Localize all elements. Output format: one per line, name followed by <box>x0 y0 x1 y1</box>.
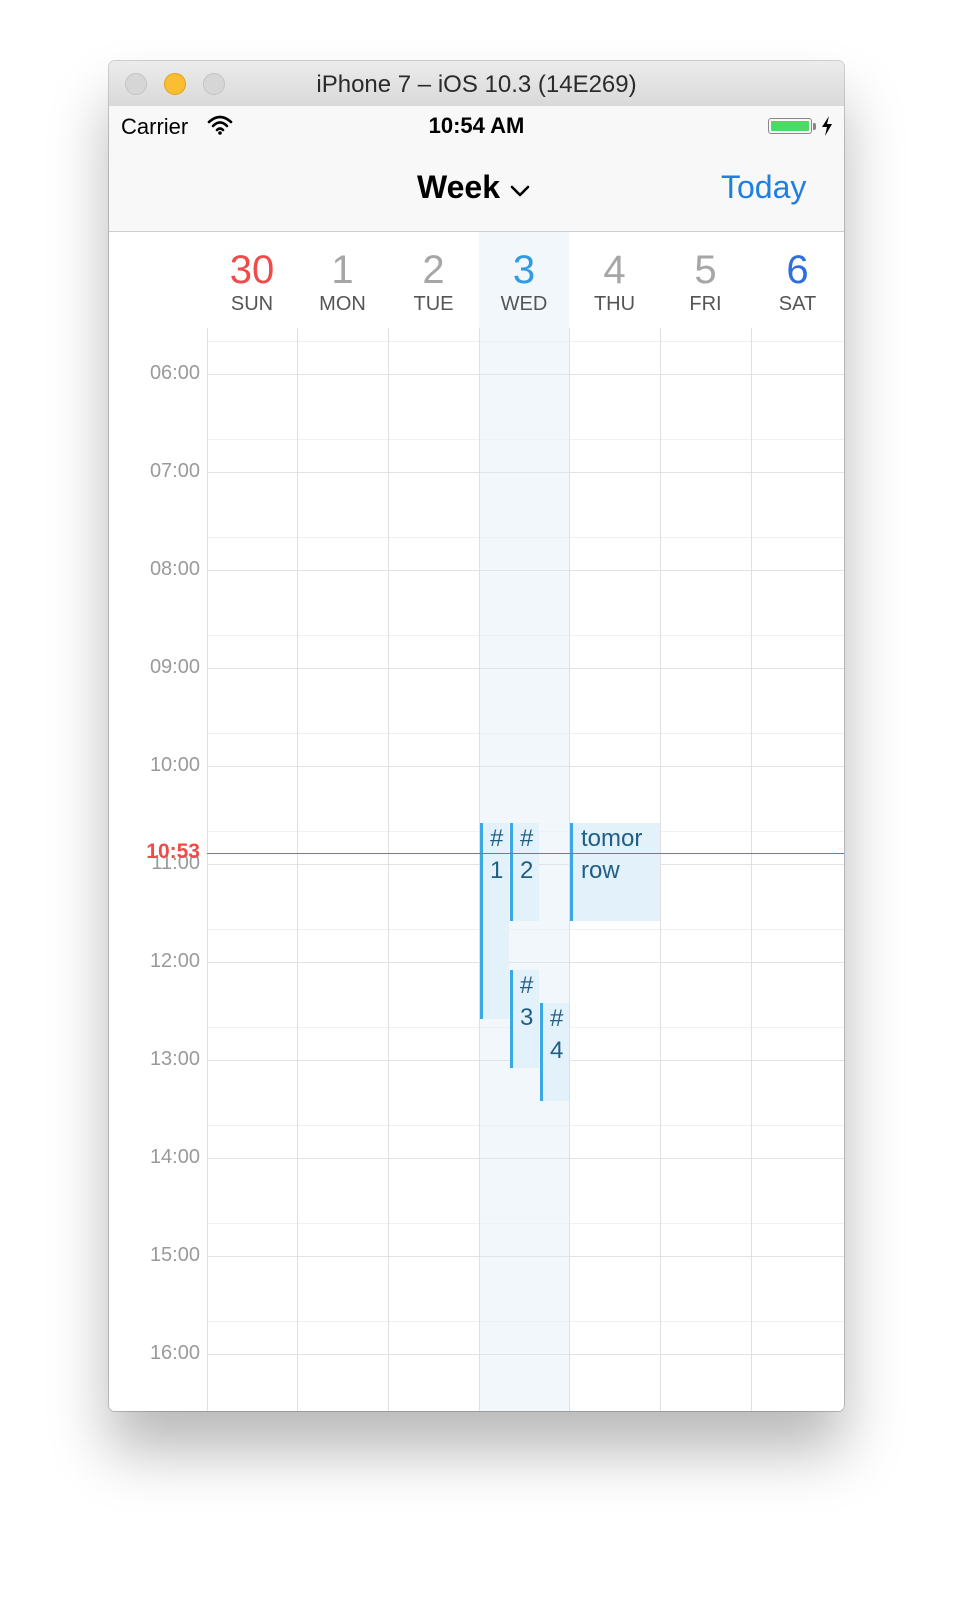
hour-label: 06:00 <box>149 362 200 384</box>
day-header-fri[interactable]: 5 FRI <box>660 232 751 328</box>
battery-tip <box>813 123 816 130</box>
day-number: 3 <box>512 248 536 292</box>
day-header-sat[interactable]: 6 SAT <box>751 232 844 328</box>
hour-gridline <box>207 570 844 571</box>
day-column-divider <box>660 328 661 1411</box>
hour-gridline <box>207 1158 844 1159</box>
weekday-label: SAT <box>778 293 817 315</box>
hour-gridline <box>207 668 844 669</box>
carrier-label: Carrier <box>121 114 189 139</box>
calendar-event[interactable]: tomor row <box>570 823 660 922</box>
view-mode-selector[interactable]: Week <box>417 169 530 206</box>
zoom-window-button[interactable] <box>203 73 225 95</box>
minor-gridline <box>207 537 844 539</box>
calendar-event[interactable]: # 3 <box>510 970 539 1069</box>
event-title: # 1 <box>490 825 504 885</box>
hour-label: 14:00 <box>149 1146 200 1168</box>
day-header-thu[interactable]: 4 THU <box>569 232 660 328</box>
hour-label: 08:00 <box>149 558 200 580</box>
day-header-wed[interactable]: 3 WED <box>479 232 569 328</box>
day-header-sun[interactable]: 30 SUN <box>207 232 297 328</box>
hour-gridline <box>207 962 844 963</box>
weekday-label: MON <box>319 293 366 315</box>
window-titlebar: iPhone 7 – iOS 10.3 (14E269) <box>109 61 844 107</box>
day-column-divider <box>479 328 480 1411</box>
current-time-line <box>207 852 844 854</box>
battery-icon <box>768 118 812 134</box>
day-number: 6 <box>786 248 809 292</box>
minor-gridline <box>207 341 844 343</box>
day-column-divider <box>569 328 570 1411</box>
window-title: iPhone 7 – iOS 10.3 (14E269) <box>316 71 637 98</box>
chevron-down-icon <box>510 169 530 206</box>
minor-gridline <box>207 1321 844 1323</box>
weekday-label: WED <box>500 293 548 315</box>
event-title: tomor row <box>581 825 643 885</box>
day-number: 2 <box>422 248 445 292</box>
minor-gridline <box>207 929 844 931</box>
day-column-divider <box>388 328 389 1411</box>
status-time: 10:54 AM <box>428 113 525 138</box>
week-time-grid[interactable]: 06:00 07:00 08:00 09:00 10:00 11:00 12:00 13:00… <box>109 328 844 1411</box>
hour-label: 13:00 <box>149 1048 200 1070</box>
day-number: 5 <box>694 248 717 292</box>
hour-gridline <box>207 1256 844 1257</box>
weekday-label: SUN <box>230 293 274 315</box>
hour-gridline <box>207 472 844 473</box>
hour-gridline <box>207 374 844 375</box>
weekday-label: FRI <box>689 293 722 315</box>
day-number: 4 <box>603 248 626 292</box>
charging-bolt-icon <box>821 116 833 141</box>
event-title: # 4 <box>550 1004 564 1064</box>
weekday-label: THU <box>593 293 636 315</box>
minimize-window-button[interactable] <box>164 73 186 95</box>
day-number: 1 <box>331 248 354 292</box>
wifi-icon <box>207 114 233 141</box>
day-column-divider <box>207 328 208 1411</box>
today-button[interactable]: Today <box>721 169 807 205</box>
week-day-header: 30 SUN 1 MON 2 TUE 3 WED 4 THU 5 FRI 6 SAT <box>109 232 844 328</box>
calendar-event[interactable]: # 4 <box>540 1002 569 1101</box>
current-time-label: 10:53 <box>146 839 200 863</box>
hour-label: 10:00 <box>149 754 200 776</box>
hour-label: 09:00 <box>149 656 200 678</box>
minor-gridline <box>207 733 844 735</box>
hour-gridline <box>207 1354 844 1355</box>
minor-gridline <box>207 1125 844 1127</box>
event-title: # 2 <box>520 825 534 885</box>
calendar-event[interactable]: # 1 <box>480 823 509 1020</box>
hour-label: 12:00 <box>149 950 200 972</box>
hour-label: 15:00 <box>149 1244 200 1266</box>
day-number: 30 <box>229 248 275 292</box>
day-header-tue[interactable]: 2 TUE <box>388 232 479 328</box>
hour-label: 07:00 <box>149 460 200 482</box>
close-window-button[interactable] <box>125 73 147 95</box>
minor-gridline <box>207 439 844 441</box>
day-column-divider <box>751 328 752 1411</box>
day-header-mon[interactable]: 1 MON <box>297 232 388 328</box>
view-mode-label: Week <box>417 169 501 205</box>
navigation-bar: Week Today <box>109 146 844 232</box>
simulator-window: iPhone 7 – iOS 10.3 (14E269) Carrier 10:… <box>109 61 844 1411</box>
hour-label: 16:00 <box>149 1342 200 1364</box>
hour-label: 11:00 <box>151 852 200 874</box>
minor-gridline <box>207 1223 844 1225</box>
status-bar: Carrier 10:54 AM <box>109 106 844 146</box>
calendar-event[interactable]: # 2 <box>510 823 539 922</box>
hour-gridline <box>207 766 844 767</box>
minor-gridline <box>207 635 844 637</box>
day-column-divider <box>297 328 298 1411</box>
event-title: # 3 <box>520 972 534 1032</box>
weekday-label: TUE <box>413 293 454 315</box>
